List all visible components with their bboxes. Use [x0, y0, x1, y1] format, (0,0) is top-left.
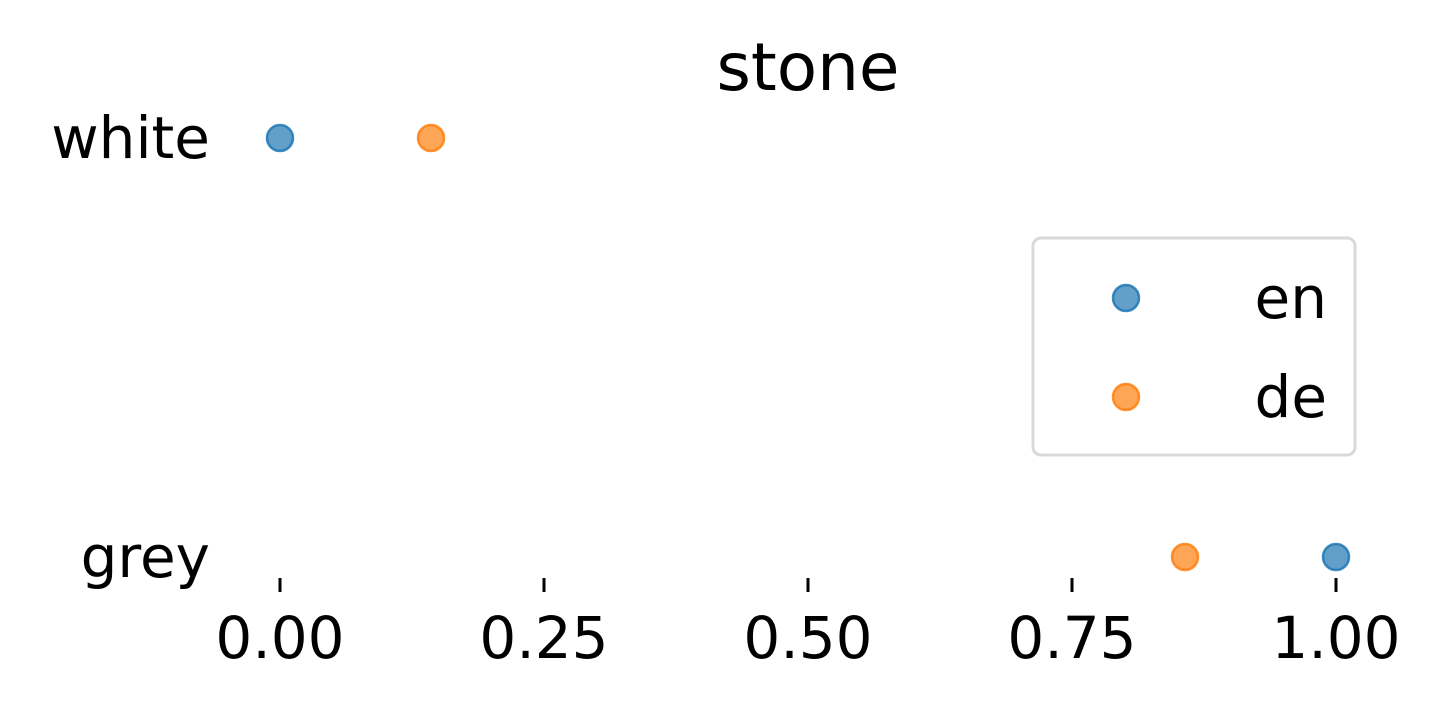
data-points — [265, 123, 1351, 572]
x-tick-label: 1.00 — [1271, 604, 1400, 672]
point-de-white — [416, 123, 446, 153]
category-labels: white grey — [51, 104, 210, 591]
legend: en de — [1031, 236, 1357, 457]
x-tick-label: 0.25 — [479, 604, 608, 672]
point-en-grey — [1321, 542, 1351, 572]
legend-label-en: en — [1255, 264, 1327, 332]
x-tick-label: 0.75 — [1007, 604, 1136, 672]
category-label-white: white — [51, 104, 210, 172]
point-en-white — [265, 123, 295, 153]
legend-marker-en — [1111, 283, 1141, 313]
chart-title: stone — [716, 29, 899, 106]
legend-marker-de — [1111, 382, 1141, 412]
x-tick-label: 0.00 — [215, 604, 344, 672]
point-de-grey — [1170, 542, 1200, 572]
x-axis: 0.00 0.25 0.50 0.75 1.00 — [215, 578, 1401, 672]
legend-label-de: de — [1255, 363, 1328, 431]
category-label-grey: grey — [81, 523, 210, 591]
x-tick-label: 0.50 — [743, 604, 872, 672]
